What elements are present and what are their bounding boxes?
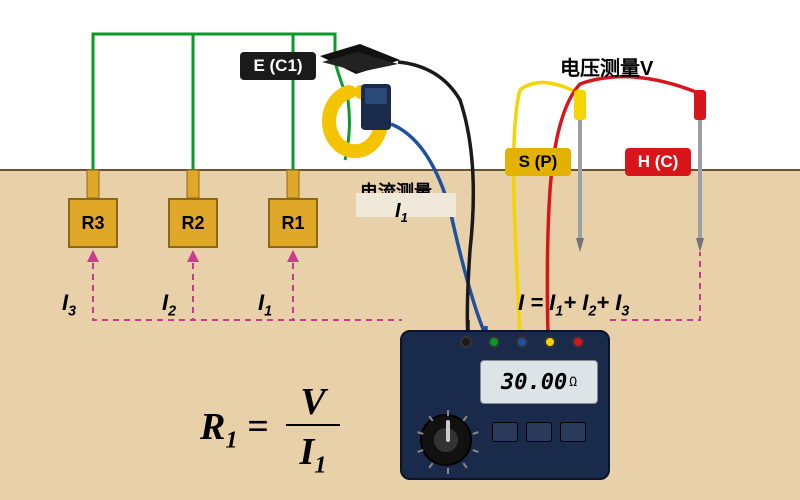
- meter-unit: Ω: [569, 375, 577, 390]
- tag-sp: S (P): [505, 148, 571, 176]
- label-i1: I1: [258, 290, 272, 319]
- earth-tester-meter: 30.00Ω: [400, 330, 610, 480]
- equation-currents: I = I1+ I2+ I3: [518, 290, 629, 319]
- meter-dial: [420, 414, 472, 466]
- electrode-r2: R2: [168, 198, 218, 248]
- meter-jacks: [460, 338, 584, 348]
- tag-ec1: E (C1): [240, 52, 316, 80]
- electrode-r3: R3: [68, 198, 118, 248]
- tag-hc: H (C): [625, 148, 691, 176]
- formula-r1: R1 = VI1: [200, 380, 340, 480]
- electrode-r2-label: R2: [181, 213, 204, 234]
- meter-display: 30.00Ω: [480, 360, 598, 404]
- meter-buttons: [492, 422, 586, 442]
- i1-under-current: I1: [395, 200, 408, 225]
- electrode-r1-label: R1: [281, 213, 304, 234]
- electrode-r3-label: R3: [81, 213, 104, 234]
- label-i2: I2: [162, 290, 176, 319]
- tag-hc-text: H (C): [638, 152, 679, 172]
- meter-reading: 30.00: [501, 370, 567, 395]
- label-i3: I3: [62, 290, 76, 319]
- electrode-r1: R1: [268, 198, 318, 248]
- voltage-label: 电压测量V: [560, 52, 653, 81]
- tag-ec1-text: E (C1): [253, 56, 302, 76]
- tag-sp-text: S (P): [519, 152, 558, 172]
